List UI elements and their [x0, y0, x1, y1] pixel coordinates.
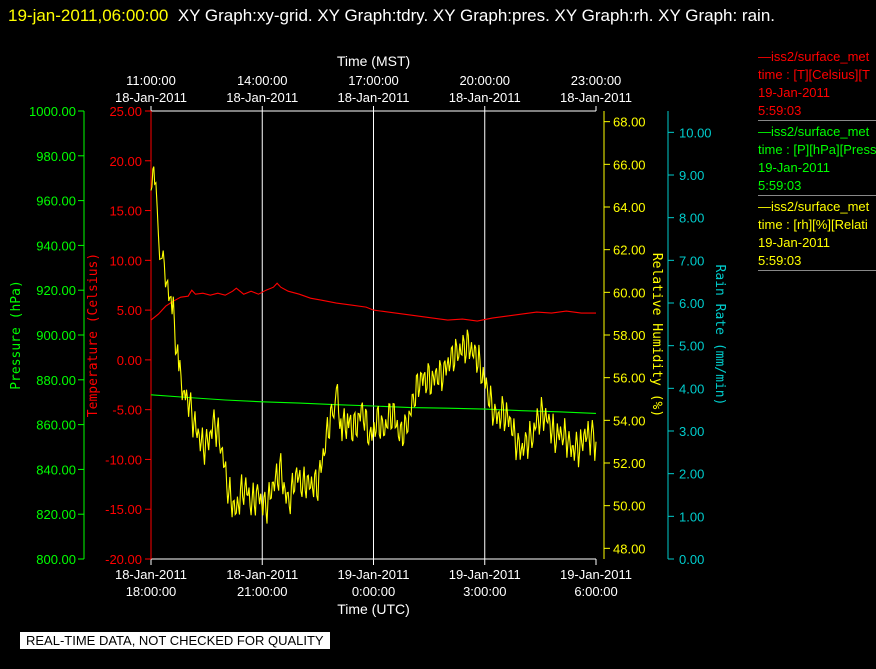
temperature-tick-label: -5.00 [112, 403, 142, 418]
legend-text: 5:59:03 [758, 178, 802, 193]
pressure-tick-label: 880.00 [36, 373, 76, 388]
x-top-tick-time: 23:00:00 [571, 73, 622, 88]
rh-tick-label: 58.00 [613, 328, 646, 343]
temperature-tick-label: 25.00 [109, 104, 142, 119]
legend-text: 5:59:03 [758, 103, 802, 118]
pressure-tick-label: 980.00 [36, 149, 76, 164]
x-top-tick-time: 14:00:00 [237, 73, 288, 88]
pressure-tick-label: 800.00 [36, 552, 76, 567]
rh-tick-label: 54.00 [613, 413, 646, 428]
rh-tick-label: 48.00 [613, 541, 646, 556]
pressure-tick-label: 920.00 [36, 283, 76, 298]
temperature-tick-label: 0.00 [117, 353, 142, 368]
temperature-tick-label: 5.00 [117, 303, 142, 318]
temperature-tick-label: 20.00 [109, 154, 142, 169]
x-top-tick-time: 17:00:00 [348, 73, 399, 88]
rain-tick-label: 4.00 [679, 381, 704, 396]
x-bottom-tick-date: 19-Jan-2011 [449, 567, 521, 582]
legend: —iss2/surface_met time : [T][Celsius][T 19… [758, 48, 876, 273]
rain-tick-label: 8.00 [679, 211, 704, 226]
legend-text: time : [P][hPa][Press [758, 142, 876, 157]
x-bottom-tick-date: 19-Jan-2011 [560, 567, 632, 582]
title-timestamp: 19-jan-2011,06:00:00 [8, 6, 169, 25]
x-bottom-tick-time: 0:00:00 [352, 584, 395, 599]
rain-tick-label: 10.00 [679, 125, 712, 140]
pressure-tick-label: 820.00 [36, 507, 76, 522]
x-bottom-tick-time: 18:00:00 [126, 584, 177, 599]
x-top-tick-date: 18-Jan-2011 [226, 90, 298, 105]
legend-text: —iss2/surface_met [758, 199, 870, 214]
legend-text: —iss2/surface_met [758, 49, 870, 64]
rain-tick-label: 7.00 [679, 253, 704, 268]
temperature-tick-label: -10.00 [105, 452, 142, 467]
rh-series-line [150, 166, 597, 524]
temperature-tick-label: -15.00 [105, 502, 142, 517]
x-top-tick-time: 11:00:00 [126, 73, 176, 88]
legend-text: time : [rh][%][Relati [758, 217, 868, 232]
x-bottom-tick-date: 19-Jan-2011 [337, 567, 409, 582]
chart-title: 19-jan-2011,06:00:00 XY Graph:xy-grid. X… [8, 2, 858, 30]
rh-axis-label: Relative Humidity (%) [649, 253, 664, 417]
x-top-tick-date: 18-Jan-2011 [337, 90, 409, 105]
rain-tick-label: 5.00 [679, 339, 704, 354]
temperature-tick-label: 15.00 [109, 204, 142, 219]
rain-tick-label: 3.00 [679, 424, 704, 439]
pressure-tick-label: 1000.00 [29, 104, 76, 119]
rain-tick-label: 1.00 [679, 509, 704, 524]
temperature-axis-label: Temperature (Celsius) [86, 253, 101, 417]
rain-axis-label: Rain Rate (mm/min) [712, 265, 727, 406]
title-graph-list: XY Graph:xy-grid. XY Graph:tdry. XY Grap… [177, 6, 776, 25]
rain-tick-label: 9.00 [679, 168, 704, 183]
legend-text: 19-Jan-2011 [758, 85, 831, 100]
x-bottom-axis-label: Time (UTC) [337, 601, 410, 617]
x-top-tick-date: 18-Jan-2011 [115, 90, 187, 105]
quality-banner: REAL-TIME DATA, NOT CHECKED FOR QUALITY [20, 632, 330, 649]
legend-text: 19-Jan-2011 [758, 160, 831, 175]
temperature-series-line [150, 282, 596, 322]
x-bottom-tick-time: 3:00:00 [463, 584, 506, 599]
temperature-tick-label: -20.00 [105, 552, 142, 567]
rain-tick-label: 6.00 [679, 296, 704, 311]
pressure-tick-label: 940.00 [36, 238, 76, 253]
pressure-tick-label: 900.00 [36, 328, 76, 343]
x-bottom-tick-time: 21:00:00 [237, 584, 288, 599]
legend-text: —iss2/surface_met [758, 124, 870, 139]
rh-tick-label: 66.00 [613, 157, 646, 172]
pressure-series-line [150, 394, 597, 414]
pressure-axis-label: Pressure (hPa) [9, 280, 24, 390]
rh-tick-label: 50.00 [613, 499, 646, 514]
x-top-axis-label: Time (MST) [337, 53, 410, 69]
rh-tick-label: 60.00 [613, 285, 646, 300]
x-top-tick-time: 20:00:00 [459, 73, 510, 88]
rh-tick-label: 68.00 [613, 115, 646, 130]
pressure-tick-label: 860.00 [36, 418, 76, 433]
x-top-tick-date: 18-Jan-2011 [449, 90, 521, 105]
legend-text: 5:59:03 [758, 253, 802, 268]
x-bottom-tick-date: 18-Jan-2011 [115, 567, 187, 582]
rain-tick-label: 0.00 [679, 552, 704, 567]
pressure-tick-label: 840.00 [36, 462, 76, 477]
rh-tick-label: 64.00 [613, 200, 646, 215]
pressure-tick-label: 960.00 [36, 194, 76, 209]
legend-text: time : [T][Celsius][T [758, 67, 870, 82]
rh-tick-label: 62.00 [613, 243, 646, 258]
x-bottom-tick-date: 18-Jan-2011 [226, 567, 298, 582]
rh-tick-label: 56.00 [613, 371, 646, 386]
x-bottom-tick-time: 6:00:00 [574, 584, 617, 599]
temperature-tick-label: 10.00 [109, 253, 142, 268]
rain-tick-label: 2.00 [679, 467, 704, 482]
x-top-tick-date: 18-Jan-2011 [560, 90, 632, 105]
legend-text: 19-Jan-2011 [758, 235, 831, 250]
rh-tick-label: 52.00 [613, 456, 646, 471]
